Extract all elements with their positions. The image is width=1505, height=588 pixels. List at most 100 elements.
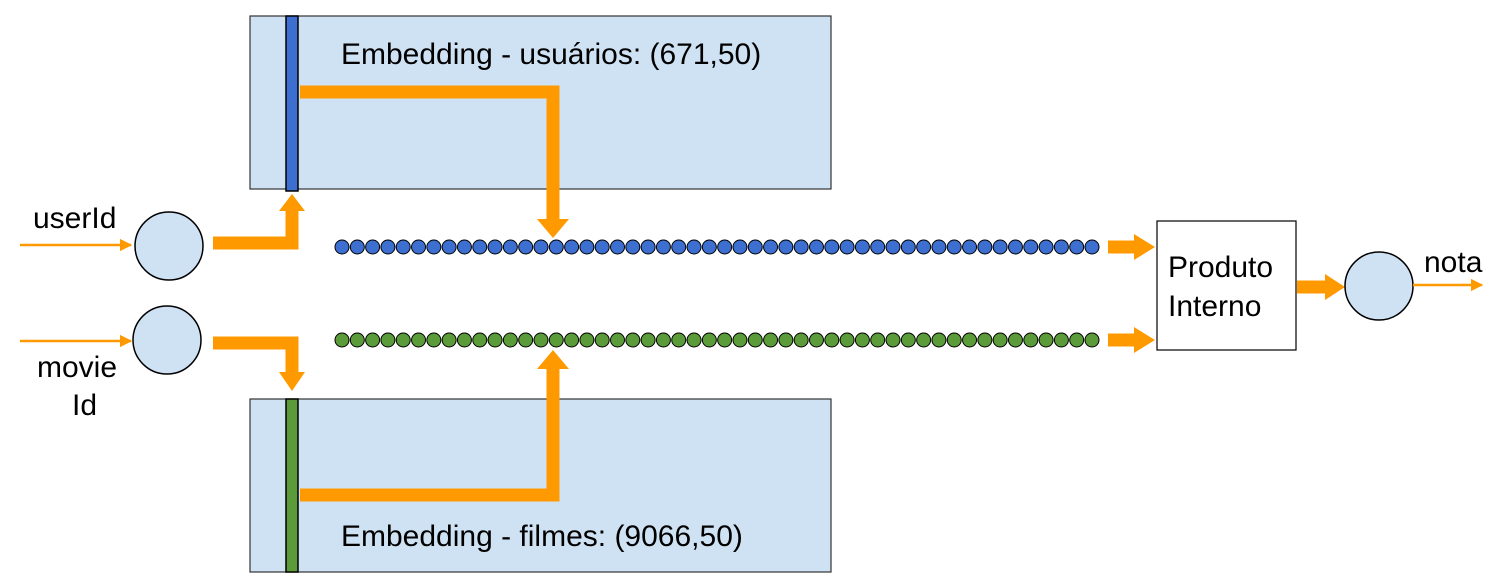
user-vector-dot	[564, 239, 580, 255]
movie-vector-dot	[1069, 332, 1085, 348]
movie-vector-dot	[1007, 332, 1023, 348]
user-vector-dot	[487, 239, 503, 255]
user-vector-dot	[885, 239, 901, 255]
movie-vector-extract-arrow-head	[537, 350, 569, 369]
movie-vector-dot	[900, 332, 916, 348]
user-vector-dot	[380, 239, 396, 255]
dot-product-box	[1156, 220, 1297, 351]
user-vector-to-product-arrow-head	[1134, 234, 1155, 260]
user-vector-dot	[701, 239, 717, 255]
user-vector-extract-arrow	[300, 85, 560, 220]
output-label: nota	[1424, 246, 1483, 279]
movie-vector-dot	[977, 332, 993, 348]
user-vector-dot	[518, 239, 534, 255]
user-vector-dot	[426, 239, 442, 255]
movie-vector-dot	[839, 332, 855, 348]
user-vector-dot	[808, 239, 824, 255]
movie-embedding-box	[249, 398, 832, 573]
movie-vector-dot	[349, 332, 365, 348]
user-id-label: userId	[33, 202, 116, 235]
movie-vector-dot	[594, 332, 610, 348]
user-id-node	[134, 211, 204, 281]
movie-vector-dot	[763, 332, 779, 348]
user-vector	[334, 239, 1100, 255]
user-vector-dot	[962, 239, 978, 255]
movie-vector-dot	[380, 332, 396, 348]
movie-vector-dot	[610, 332, 626, 348]
user-vector-dot	[1038, 239, 1054, 255]
movie-vector-dot	[502, 332, 518, 348]
movie-vector-dot	[564, 332, 580, 348]
user-vector-dot	[640, 239, 656, 255]
movie-vector	[334, 332, 1100, 348]
user-vector-dot	[472, 239, 488, 255]
user-vector-dot	[717, 239, 733, 255]
user-vector-dot	[916, 239, 932, 255]
movie-vector-to-product-arrow-head	[1134, 327, 1155, 353]
movie-id-node	[132, 305, 202, 375]
movie-vector-dot	[334, 332, 350, 348]
user-vector-dot	[502, 239, 518, 255]
product-to-output-arrow-head	[1325, 274, 1345, 300]
user-vector-dot	[747, 239, 763, 255]
movie-vector-dot	[441, 332, 457, 348]
movie-vector-dot	[411, 332, 427, 348]
movie-vector-dot	[931, 332, 947, 348]
user-vector-dot	[594, 239, 610, 255]
movie-vector-dot	[808, 332, 824, 348]
user-vector-dot	[1053, 239, 1069, 255]
user-vector-dot	[456, 239, 472, 255]
dot-product-label-line2: Interno	[1168, 290, 1261, 323]
movie-vector-dot	[916, 332, 932, 348]
output-node	[1344, 251, 1414, 321]
user-vector-dot	[900, 239, 916, 255]
movie-vector-dot	[854, 332, 870, 348]
user-vector-dot	[655, 239, 671, 255]
user-vector-dot	[839, 239, 855, 255]
movie-vector-dot	[946, 332, 962, 348]
movie-vector-dot	[885, 332, 901, 348]
user-vector-dot	[579, 239, 595, 255]
movie-vector-dot	[671, 332, 687, 348]
movie-vector-dot	[793, 332, 809, 348]
movie-vector-dot	[824, 332, 840, 348]
user-vector-dot	[686, 239, 702, 255]
movie-vector-dot	[717, 332, 733, 348]
movie-vector-dot	[640, 332, 656, 348]
movie-vector-dot	[395, 332, 411, 348]
movie-vector-dot	[655, 332, 671, 348]
movie-vector-dot	[686, 332, 702, 348]
user-vector-dot	[548, 239, 564, 255]
user-vector-dot	[870, 239, 886, 255]
user-vector-dot	[1023, 239, 1039, 255]
user-vector-extract-arrow-head	[537, 219, 569, 238]
movie-vector-dot	[732, 332, 748, 348]
user-vector-dot	[610, 239, 626, 255]
user-vector-dot	[334, 239, 350, 255]
movie-vector-dot	[870, 332, 886, 348]
movie-vector-dot	[1084, 332, 1100, 348]
movie-embedding-label: Embedding - filmes: (9066,50)	[341, 520, 743, 553]
movie-vector-dot	[992, 332, 1008, 348]
user-vector-dot	[533, 239, 549, 255]
user-embedding-label: Embedding - usuários: (671,50)	[341, 38, 761, 71]
user-vector-dot	[671, 239, 687, 255]
movie-embedding-row	[285, 398, 299, 573]
user-embedding-box	[249, 15, 832, 190]
movie-vector-dot	[548, 332, 564, 348]
user-vector-dot	[732, 239, 748, 255]
user-vector-dot	[1069, 239, 1085, 255]
movie-lookup-arrow	[213, 336, 299, 373]
user-vector-dot	[1007, 239, 1023, 255]
movie-lookup-arrow-head	[279, 372, 305, 391]
user-vector-dot	[395, 239, 411, 255]
movie-id-label-line1: movie	[37, 351, 117, 384]
movie-vector-extract-arrow	[300, 368, 560, 502]
movie-vector-dot	[701, 332, 717, 348]
movie-vector-dot	[487, 332, 503, 348]
movie-vector-dot	[426, 332, 442, 348]
user-lookup-arrow	[213, 210, 299, 250]
user-vector-dot	[946, 239, 962, 255]
user-vector-dot	[824, 239, 840, 255]
